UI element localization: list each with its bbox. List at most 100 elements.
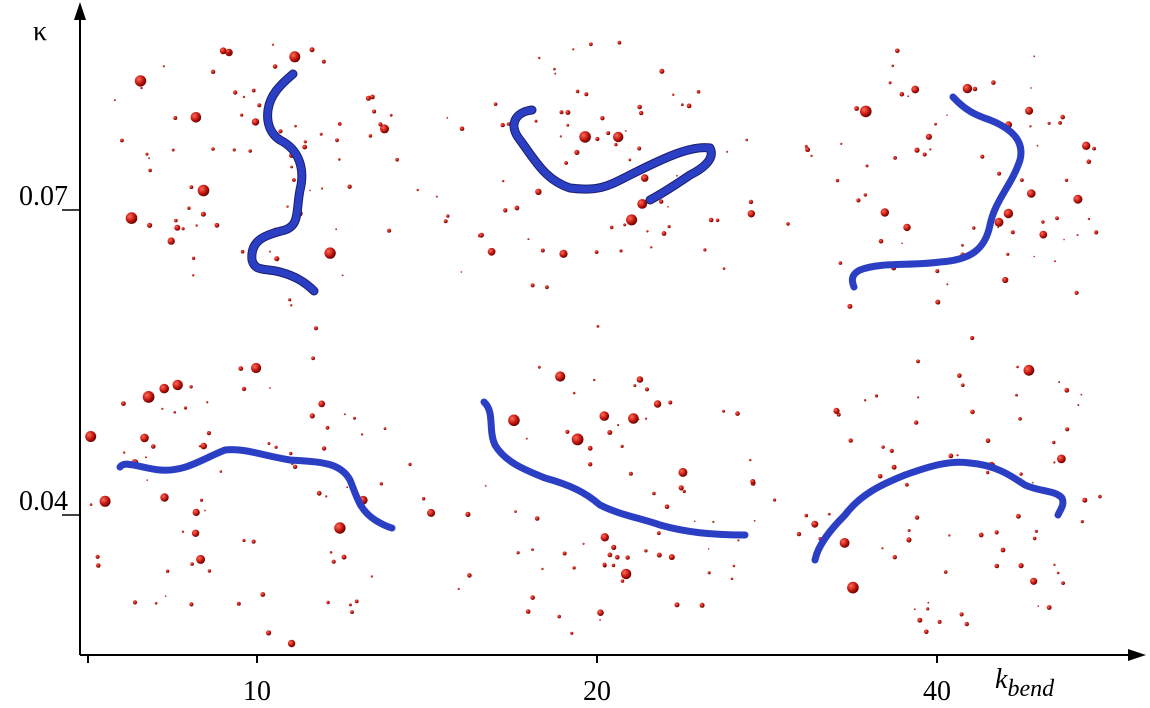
bead xyxy=(266,630,272,636)
bead xyxy=(553,67,556,71)
bead xyxy=(827,512,831,516)
bead xyxy=(508,414,520,427)
bead xyxy=(1063,238,1065,241)
bead xyxy=(174,224,181,231)
bead xyxy=(1018,563,1024,569)
bead xyxy=(334,522,346,534)
bead xyxy=(268,250,271,253)
bead xyxy=(192,274,195,277)
bead xyxy=(251,539,256,544)
bead xyxy=(525,437,528,440)
bead xyxy=(957,373,962,378)
bead xyxy=(288,298,292,302)
bead xyxy=(682,489,686,494)
bead xyxy=(199,498,204,502)
bead xyxy=(726,150,729,153)
bead xyxy=(1073,194,1083,204)
bead xyxy=(538,56,541,60)
bead xyxy=(198,445,201,448)
bead xyxy=(796,531,802,537)
bead xyxy=(408,462,412,467)
bead xyxy=(895,48,900,54)
bead xyxy=(633,384,637,388)
bead xyxy=(1074,290,1079,295)
bead xyxy=(614,142,618,147)
bead xyxy=(457,587,460,591)
bead xyxy=(242,538,246,543)
x-arrow xyxy=(1128,649,1146,661)
bead xyxy=(121,401,126,406)
bead xyxy=(664,504,670,510)
bead xyxy=(272,64,278,69)
bead xyxy=(916,359,920,364)
y-tick-label: 0.04 xyxy=(19,486,68,517)
bead xyxy=(240,113,244,117)
chain xyxy=(848,93,1025,291)
bead xyxy=(889,448,894,453)
bead xyxy=(1033,55,1036,58)
bead xyxy=(435,195,438,198)
bead xyxy=(607,552,613,558)
bead xyxy=(599,619,601,621)
bead xyxy=(948,534,951,537)
axes xyxy=(74,2,1146,663)
bead xyxy=(925,133,933,140)
bead xyxy=(289,451,293,456)
bead xyxy=(289,51,301,63)
bead xyxy=(467,573,472,578)
bead xyxy=(331,559,336,564)
bead xyxy=(554,72,557,75)
bead xyxy=(1006,252,1010,256)
bead xyxy=(646,230,649,233)
bead xyxy=(565,429,570,434)
bead xyxy=(1053,563,1056,566)
bead xyxy=(236,601,241,606)
bead xyxy=(354,599,359,604)
bead xyxy=(540,248,545,253)
bead xyxy=(162,65,165,68)
bead xyxy=(854,106,859,111)
bead xyxy=(572,391,576,395)
bead xyxy=(644,549,648,553)
bead xyxy=(626,214,638,226)
bead xyxy=(693,520,696,522)
bead xyxy=(320,187,324,190)
bead xyxy=(559,249,568,258)
y-arrow xyxy=(74,2,86,20)
bead xyxy=(154,601,158,605)
bead xyxy=(96,563,101,568)
bead xyxy=(311,356,315,361)
bead xyxy=(840,142,843,145)
bead xyxy=(309,189,311,192)
bead xyxy=(645,387,649,392)
bead xyxy=(750,479,756,484)
bead xyxy=(929,148,932,151)
bead xyxy=(620,568,632,580)
bead xyxy=(500,122,505,128)
bead xyxy=(559,135,562,138)
bead xyxy=(531,548,534,551)
bead xyxy=(639,110,644,116)
bead xyxy=(747,210,755,218)
bead xyxy=(1037,605,1040,607)
bead xyxy=(838,261,843,265)
bead xyxy=(173,116,178,120)
bead xyxy=(1027,189,1036,198)
bead xyxy=(637,146,642,151)
bead xyxy=(1015,393,1018,397)
bead xyxy=(196,554,206,564)
bead xyxy=(937,619,942,624)
bead xyxy=(959,612,964,617)
bead xyxy=(287,639,296,648)
bead xyxy=(379,482,383,486)
bead xyxy=(804,513,809,518)
bead xyxy=(1032,536,1037,541)
bead xyxy=(267,442,271,445)
bead xyxy=(171,148,175,152)
bead xyxy=(189,185,194,190)
bead xyxy=(985,438,991,444)
bead xyxy=(805,147,811,153)
bead xyxy=(1053,461,1056,464)
bead xyxy=(893,156,897,160)
bead xyxy=(460,271,463,273)
